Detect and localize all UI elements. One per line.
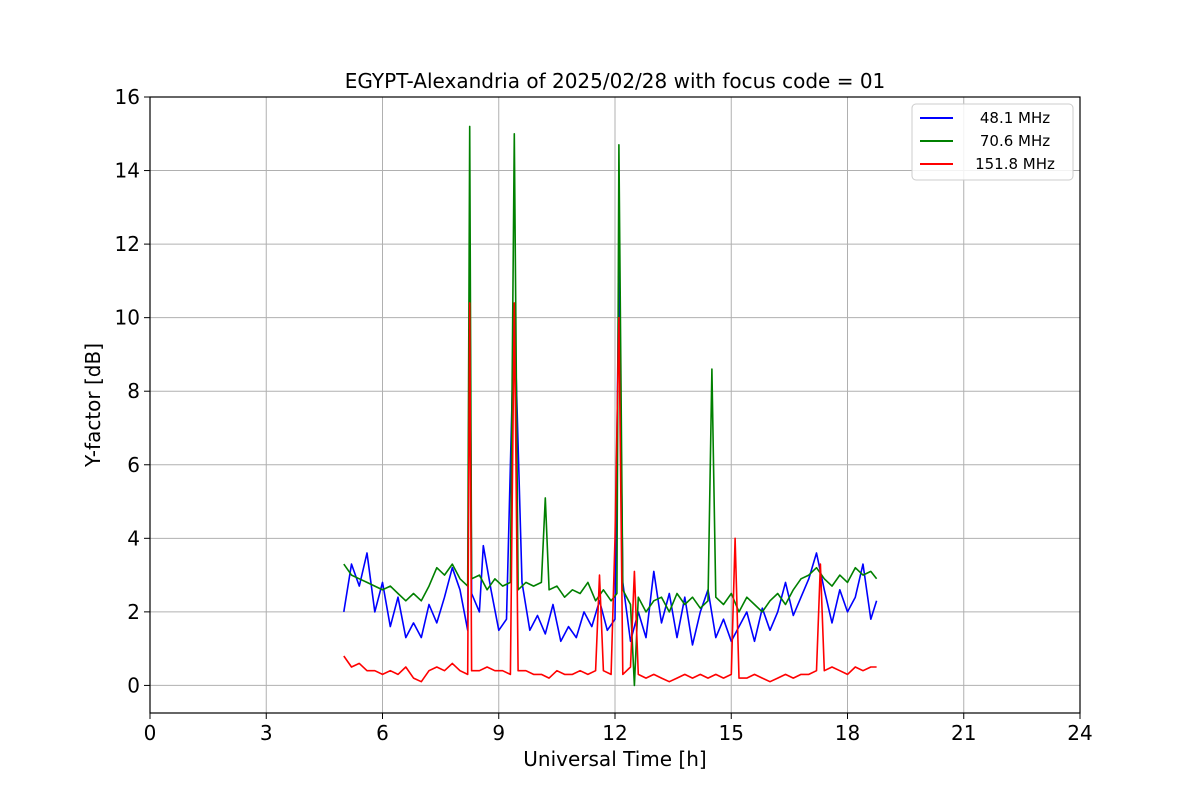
legend-label: 151.8 MHz [975,155,1055,173]
y-tick-label: 8 [127,379,140,403]
x-tick-label: 9 [492,721,505,745]
chart-title: EGYPT-Alexandria of 2025/02/28 with focu… [345,69,886,93]
y-axis-label: Y-factor [dB] [81,343,105,468]
legend-label: 48.1 MHz [980,109,1050,127]
x-tick-label: 21 [951,721,976,745]
y-tick-label: 6 [127,453,140,477]
legend-box [911,103,1074,181]
y-tick-label: 0 [127,673,140,697]
legend: 48.1 MHz 70.6 MHz 151.8 MHz [911,103,1074,181]
series-line-1 [343,243,878,646]
y-tick-label: 2 [127,600,140,624]
series-layer [343,125,878,687]
y-tick-label: 16 [115,85,140,109]
y-tick-label: 14 [115,159,140,183]
x-axis-label: Universal Time [h] [523,747,706,771]
x-tick-label: 24 [1067,721,1092,745]
x-tick-label: 12 [602,721,627,745]
legend-label: 70.6 MHz [980,132,1050,150]
x-tick-label: 18 [835,721,860,745]
series-line-3 [343,302,877,683]
x-tick-label: 15 [719,721,744,745]
series-line-2 [343,125,878,687]
y-tick-label: 12 [115,232,140,256]
y-tick-label: 4 [127,526,140,550]
y-tick-label: 10 [115,306,140,330]
x-tick-label: 3 [260,721,273,745]
x-tick-label: 0 [144,721,157,745]
x-tick-label: 6 [376,721,389,745]
